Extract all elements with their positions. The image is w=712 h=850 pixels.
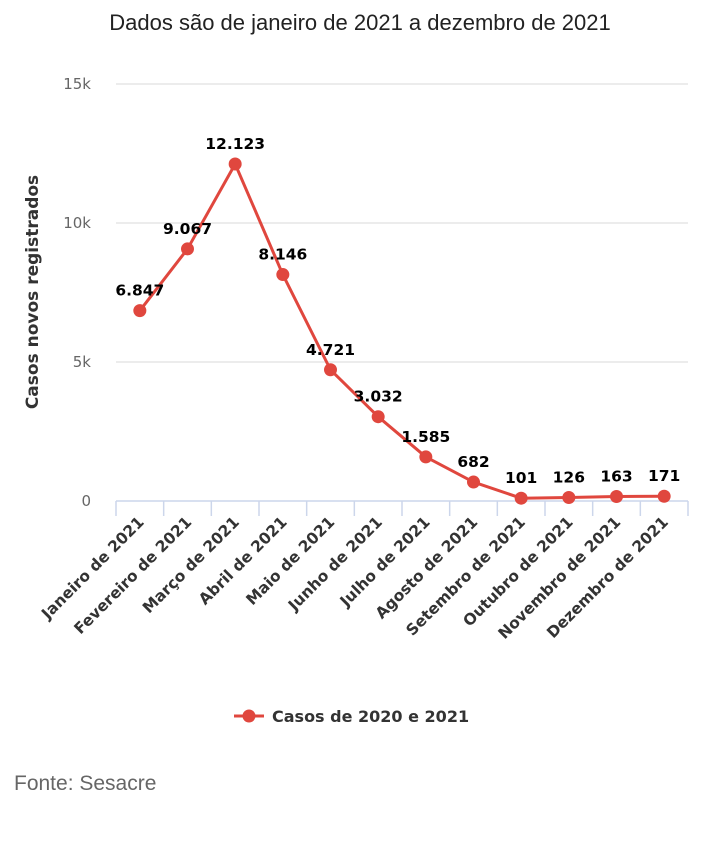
data-label: 12.123 <box>205 135 265 153</box>
data-point <box>610 489 623 503</box>
data-point <box>276 268 290 282</box>
data-point <box>181 242 194 256</box>
y-axis-ticks: 0 5k 10k 15k <box>63 75 91 510</box>
data-point <box>514 491 528 505</box>
data-point <box>562 490 576 504</box>
x-axis <box>115 500 689 516</box>
grid-lines <box>116 83 688 363</box>
data-point <box>371 410 385 424</box>
y-axis-label: Casos novos registrados <box>23 175 43 409</box>
legend[interactable]: Casos de 2020 e 2021 <box>234 707 469 726</box>
data-label: 101 <box>505 469 537 487</box>
x-tick-label: Maio de 2021 <box>243 513 339 609</box>
data-label: 3.032 <box>354 388 403 406</box>
data-point <box>133 304 147 318</box>
data-point <box>657 489 671 503</box>
x-tick-label: Abril de 2021 <box>195 513 290 608</box>
y-tick-label: 5k <box>73 353 92 371</box>
data-label: 8.146 <box>258 246 307 264</box>
chart-title: Dados são de janeiro de 2021 a dezembro … <box>109 10 610 35</box>
source-note: Fonte: Sesacre <box>14 772 156 795</box>
data-label: 9.067 <box>163 220 212 238</box>
series-casos <box>133 157 671 505</box>
data-label: 171 <box>648 467 680 485</box>
legend-marker-icon <box>242 709 256 723</box>
data-point <box>419 450 433 464</box>
series-line <box>138 162 665 500</box>
legend-label: Casos de 2020 e 2021 <box>272 707 469 726</box>
y-tick-label: 15k <box>63 75 91 93</box>
data-label: 1.585 <box>401 428 450 446</box>
data-label: 4.721 <box>306 341 355 359</box>
data-point <box>324 363 337 377</box>
data-label: 126 <box>553 468 585 486</box>
data-point <box>467 475 480 489</box>
data-label: 163 <box>600 467 632 485</box>
data-labels: 6.847 9.067 12.123 8.146 4.721 3.032 1.585 682 1… <box>115 135 680 487</box>
data-point <box>228 157 242 171</box>
data-label: 6.847 <box>115 282 164 300</box>
y-tick-label: 0 <box>81 492 91 510</box>
data-label: 682 <box>457 453 489 471</box>
y-tick-label: 10k <box>63 214 91 232</box>
